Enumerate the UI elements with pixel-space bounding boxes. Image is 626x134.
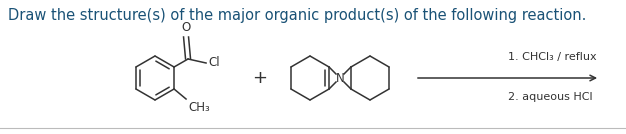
Text: 2. aqueous HCl: 2. aqueous HCl bbox=[508, 92, 593, 102]
Text: 1. CHCl₃ / reflux: 1. CHCl₃ / reflux bbox=[508, 52, 597, 62]
Text: O: O bbox=[182, 21, 191, 34]
Text: CH₃: CH₃ bbox=[188, 101, 210, 114]
Text: Cl: Cl bbox=[208, 57, 220, 70]
Text: N: N bbox=[336, 72, 344, 85]
Text: Draw the structure(s) of the major organic product(s) of the following reaction.: Draw the structure(s) of the major organ… bbox=[8, 8, 587, 23]
Text: +: + bbox=[252, 69, 267, 87]
